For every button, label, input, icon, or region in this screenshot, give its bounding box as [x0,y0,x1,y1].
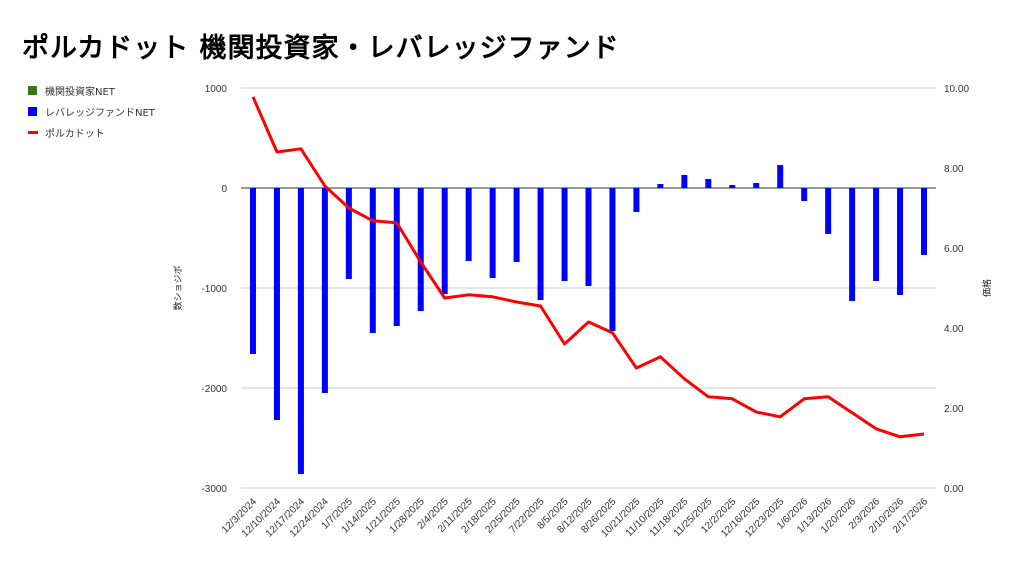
bar [537,188,544,300]
y2-tick-label: 6.00 [944,244,964,255]
bar [297,188,304,474]
bar [633,188,640,212]
bar [921,188,928,255]
bar [465,188,472,261]
y2-axis-title: 価格 [981,279,992,297]
bar [873,188,880,281]
bar [345,188,352,279]
bar [417,188,424,311]
bar [561,188,568,281]
legend-item-price: ポルカドット [28,125,105,140]
legend-swatch-green [28,86,37,95]
y2-tick-label: 0.00 [944,484,964,495]
bar [657,184,664,188]
y2-tick-label: 8.00 [944,164,964,175]
bar [321,188,328,393]
y-axis-title: 数ショジボ [172,265,183,310]
bar [825,188,832,234]
legend-swatch-blue [28,107,37,116]
chart-title: ポルカドット 機関投資家・レバレッジファンド [22,33,620,64]
legend-item-institutional: 機関投資家NET [28,83,115,98]
y-tick-label: 0 [221,184,227,195]
bar [249,188,256,354]
bar [681,175,688,188]
legend-label: レバレッジファンドNET [45,108,155,119]
legend-label: 機関投資家NET [45,87,115,98]
y-tick-label: -3000 [201,484,227,495]
y-tick-label: -1000 [201,284,227,295]
bar [729,185,736,188]
price-line [251,96,925,439]
bar [273,188,280,420]
y2-tick-label: 4.00 [944,324,964,335]
legend-label: ポルカドット [45,129,105,140]
y2-tick-label: 10.00 [944,84,969,95]
y2-tick-label: 2.00 [944,404,964,415]
y-tick-label: -2000 [201,384,227,395]
bar [369,188,376,333]
bar [489,188,496,278]
bar [513,188,520,262]
legend-item-leveraged: レバレッジファンドNET [28,104,155,119]
bar [705,179,712,188]
bar [801,188,808,201]
y-tick-label: 1000 [205,84,228,95]
legend-line-red [28,131,38,134]
bar [609,188,616,331]
bar [849,188,856,301]
bar [393,188,400,326]
bar [897,188,904,295]
bar [753,183,760,188]
bar [777,165,784,188]
bar [585,188,592,286]
bar [441,188,448,294]
